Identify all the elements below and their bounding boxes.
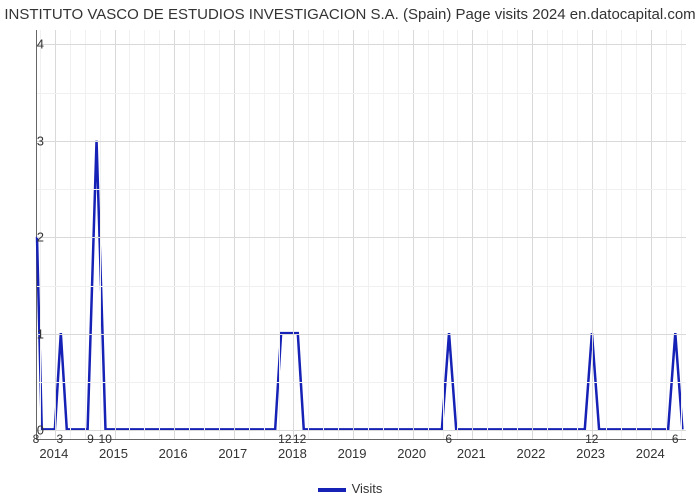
legend-swatch [318, 488, 346, 492]
legend: Visits [0, 481, 700, 496]
grid-minor-v [562, 30, 563, 439]
grid-minor-h [37, 286, 686, 287]
grid-minor-v [70, 30, 71, 439]
grid-major-v [55, 30, 56, 439]
grid-major-h [37, 334, 686, 335]
grid-minor-v [547, 30, 548, 439]
grid-minor-v [279, 30, 280, 439]
grid-minor-h [37, 189, 686, 190]
grid-minor-v [577, 30, 578, 439]
grid-minor-v [249, 30, 250, 439]
chart-container: INSTITUTO VASCO DE ESTUDIOS INVESTIGACIO… [0, 0, 700, 500]
grid-major-v [472, 30, 473, 439]
x-tick-label: 2022 [516, 446, 545, 461]
grid-major-v [532, 30, 533, 439]
grid-minor-v [621, 30, 622, 439]
grid-minor-v [159, 30, 160, 439]
grid-major-v [592, 30, 593, 439]
value-label: 3 [57, 432, 64, 446]
y-tick-label: 2 [14, 230, 44, 245]
value-label: 9 [87, 432, 94, 446]
grid-minor-h [37, 93, 686, 94]
grid-minor-v [636, 30, 637, 439]
legend-label: Visits [352, 481, 383, 496]
grid-minor-v [383, 30, 384, 439]
grid-minor-v [85, 30, 86, 439]
value-label: 10 [99, 432, 112, 446]
grid-minor-v [323, 30, 324, 439]
x-tick-label: 2023 [576, 446, 605, 461]
grid-minor-v [398, 30, 399, 439]
grid-major-h [37, 237, 686, 238]
value-label: 12 [278, 432, 291, 446]
grid-major-v [234, 30, 235, 439]
grid-minor-v [264, 30, 265, 439]
value-label: 12 [585, 432, 598, 446]
grid-minor-v [219, 30, 220, 439]
grid-major-v [174, 30, 175, 439]
plot-area [36, 30, 686, 440]
grid-major-v [413, 30, 414, 439]
value-label: 6 [445, 432, 452, 446]
grid-minor-v [666, 30, 667, 439]
grid-minor-v [308, 30, 309, 439]
grid-minor-v [338, 30, 339, 439]
grid-minor-v [443, 30, 444, 439]
x-tick-label: 2021 [457, 446, 486, 461]
grid-minor-v [606, 30, 607, 439]
grid-minor-v [502, 30, 503, 439]
x-tick-label: 2018 [278, 446, 307, 461]
grid-minor-v [681, 30, 682, 439]
x-tick-label: 2019 [338, 446, 367, 461]
x-tick-label: 2024 [636, 446, 665, 461]
grid-minor-v [368, 30, 369, 439]
grid-major-h [37, 430, 686, 431]
grid-minor-v [428, 30, 429, 439]
grid-major-v [651, 30, 652, 439]
grid-major-h [37, 44, 686, 45]
grid-minor-h [37, 382, 686, 383]
grid-minor-v [204, 30, 205, 439]
grid-minor-v [100, 30, 101, 439]
grid-minor-v [487, 30, 488, 439]
grid-minor-v [517, 30, 518, 439]
x-tick-label: 2014 [39, 446, 68, 461]
x-tick-label: 2020 [397, 446, 426, 461]
grid-major-h [37, 141, 686, 142]
y-tick-label: 3 [14, 133, 44, 148]
grid-major-v [353, 30, 354, 439]
grid-minor-v [189, 30, 190, 439]
y-tick-label: 1 [14, 326, 44, 341]
grid-major-v [115, 30, 116, 439]
x-tick-label: 2017 [218, 446, 247, 461]
visits-line-series [37, 30, 686, 439]
grid-minor-v [129, 30, 130, 439]
y-tick-label: 4 [14, 37, 44, 52]
value-label: 12 [293, 432, 306, 446]
x-tick-label: 2016 [159, 446, 188, 461]
value-label: 6 [672, 432, 679, 446]
chart-title: INSTITUTO VASCO DE ESTUDIOS INVESTIGACIO… [0, 6, 700, 23]
value-label: 8 [33, 432, 40, 446]
grid-minor-v [457, 30, 458, 439]
grid-minor-v [144, 30, 145, 439]
grid-major-v [293, 30, 294, 439]
x-tick-label: 2015 [99, 446, 128, 461]
